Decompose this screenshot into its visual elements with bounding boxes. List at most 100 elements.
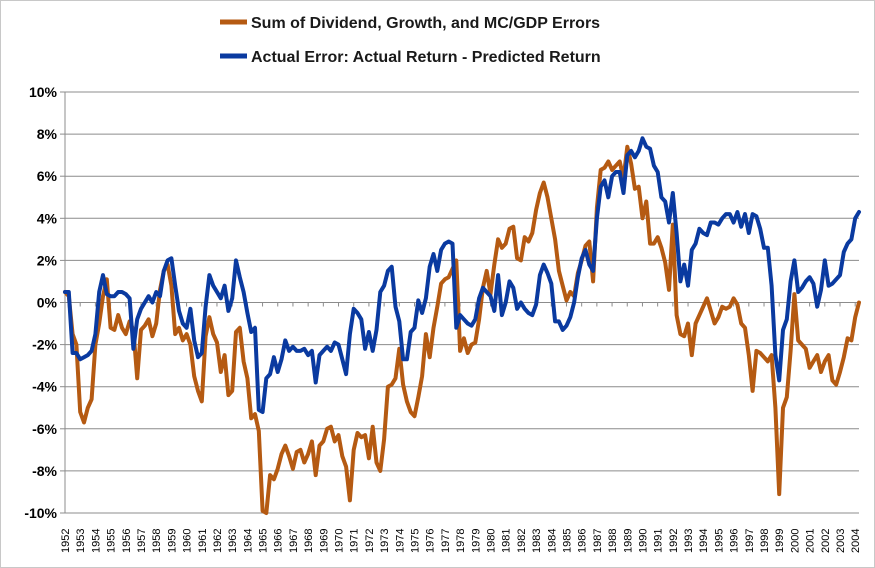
data-point bbox=[543, 264, 545, 266]
data-point bbox=[455, 259, 457, 261]
data-point bbox=[562, 329, 564, 331]
data-point bbox=[436, 306, 438, 308]
data-point bbox=[318, 354, 321, 356]
data-point bbox=[516, 308, 518, 310]
data-point bbox=[136, 377, 138, 379]
data-point bbox=[360, 318, 362, 320]
y-tick-label: 2% bbox=[37, 252, 58, 268]
data-point bbox=[402, 384, 404, 386]
data-point bbox=[144, 325, 146, 327]
data-point bbox=[835, 384, 837, 386]
data-point bbox=[220, 371, 222, 373]
y-tick-label: 6% bbox=[37, 168, 58, 184]
data-point bbox=[778, 379, 780, 381]
data-point bbox=[296, 350, 298, 352]
data-point bbox=[372, 426, 374, 428]
data-point bbox=[448, 276, 450, 278]
data-point bbox=[170, 285, 172, 287]
data-point bbox=[68, 291, 70, 293]
data-point bbox=[611, 175, 613, 177]
y-tick-label: -2% bbox=[32, 337, 57, 353]
data-point bbox=[725, 308, 727, 310]
data-point bbox=[387, 270, 389, 272]
data-point bbox=[463, 337, 465, 339]
data-point bbox=[110, 295, 112, 297]
data-point bbox=[782, 407, 784, 409]
data-point bbox=[702, 232, 704, 234]
y-tick-label: -4% bbox=[32, 379, 57, 395]
x-tick-label: 1960 bbox=[182, 529, 194, 553]
y-tick-label: 10% bbox=[29, 84, 58, 100]
data-point bbox=[197, 390, 199, 392]
data-point bbox=[683, 264, 685, 266]
x-tick-label: 1989 bbox=[622, 529, 634, 553]
data-point bbox=[733, 221, 735, 224]
x-tick-label: 1999 bbox=[774, 529, 786, 553]
data-point bbox=[752, 390, 754, 392]
data-point bbox=[467, 352, 469, 354]
data-point bbox=[657, 171, 659, 173]
x-tick-label: 1985 bbox=[561, 529, 573, 553]
data-point bbox=[307, 453, 309, 455]
data-point bbox=[482, 287, 484, 289]
data-point bbox=[193, 375, 195, 377]
data-point bbox=[467, 322, 469, 325]
data-point bbox=[189, 308, 191, 310]
data-point bbox=[778, 493, 780, 495]
data-point bbox=[167, 259, 169, 261]
data-point bbox=[83, 356, 85, 358]
data-point bbox=[531, 314, 533, 316]
data-point bbox=[729, 306, 731, 308]
data-point bbox=[847, 243, 849, 245]
data-point bbox=[653, 165, 655, 167]
data-point bbox=[839, 274, 841, 276]
data-point bbox=[155, 291, 157, 293]
data-point bbox=[824, 259, 826, 261]
data-point bbox=[353, 308, 355, 310]
data-point bbox=[710, 310, 712, 312]
data-point bbox=[607, 160, 609, 163]
data-point bbox=[368, 331, 370, 333]
data-point bbox=[277, 468, 279, 470]
data-point bbox=[87, 354, 89, 356]
data-point bbox=[740, 226, 742, 228]
data-point bbox=[679, 333, 682, 335]
data-point bbox=[657, 236, 659, 238]
y-tick-label: -8% bbox=[32, 463, 57, 479]
y-tick-label: 4% bbox=[37, 210, 58, 226]
data-point bbox=[189, 344, 191, 346]
data-point bbox=[330, 350, 332, 352]
x-tick-label: 1952 bbox=[60, 529, 72, 553]
data-point bbox=[444, 278, 446, 280]
x-tick-label: 1983 bbox=[531, 529, 543, 553]
data-point bbox=[330, 426, 332, 428]
data-point bbox=[87, 407, 89, 409]
data-point bbox=[828, 354, 830, 356]
x-tick-label: 1990 bbox=[637, 529, 649, 553]
data-point bbox=[600, 169, 602, 171]
data-point bbox=[816, 306, 818, 308]
data-point bbox=[159, 295, 161, 297]
data-point bbox=[729, 213, 731, 215]
data-point bbox=[493, 264, 495, 266]
data-point bbox=[763, 247, 765, 249]
data-point bbox=[243, 291, 245, 293]
data-point bbox=[714, 322, 716, 325]
data-point bbox=[110, 327, 112, 329]
x-tick-label: 1982 bbox=[516, 529, 528, 553]
data-point bbox=[155, 322, 157, 325]
data-point bbox=[148, 295, 150, 297]
data-point bbox=[398, 348, 400, 350]
data-point bbox=[630, 150, 632, 152]
data-point bbox=[854, 316, 856, 318]
data-point bbox=[224, 285, 226, 287]
data-point bbox=[356, 432, 359, 434]
data-point bbox=[417, 396, 419, 398]
data-point bbox=[334, 341, 336, 344]
data-point bbox=[805, 348, 807, 350]
data-point bbox=[486, 291, 488, 293]
data-point bbox=[140, 329, 142, 331]
data-point bbox=[265, 377, 267, 379]
data-point bbox=[125, 333, 127, 335]
data-point bbox=[425, 333, 427, 335]
